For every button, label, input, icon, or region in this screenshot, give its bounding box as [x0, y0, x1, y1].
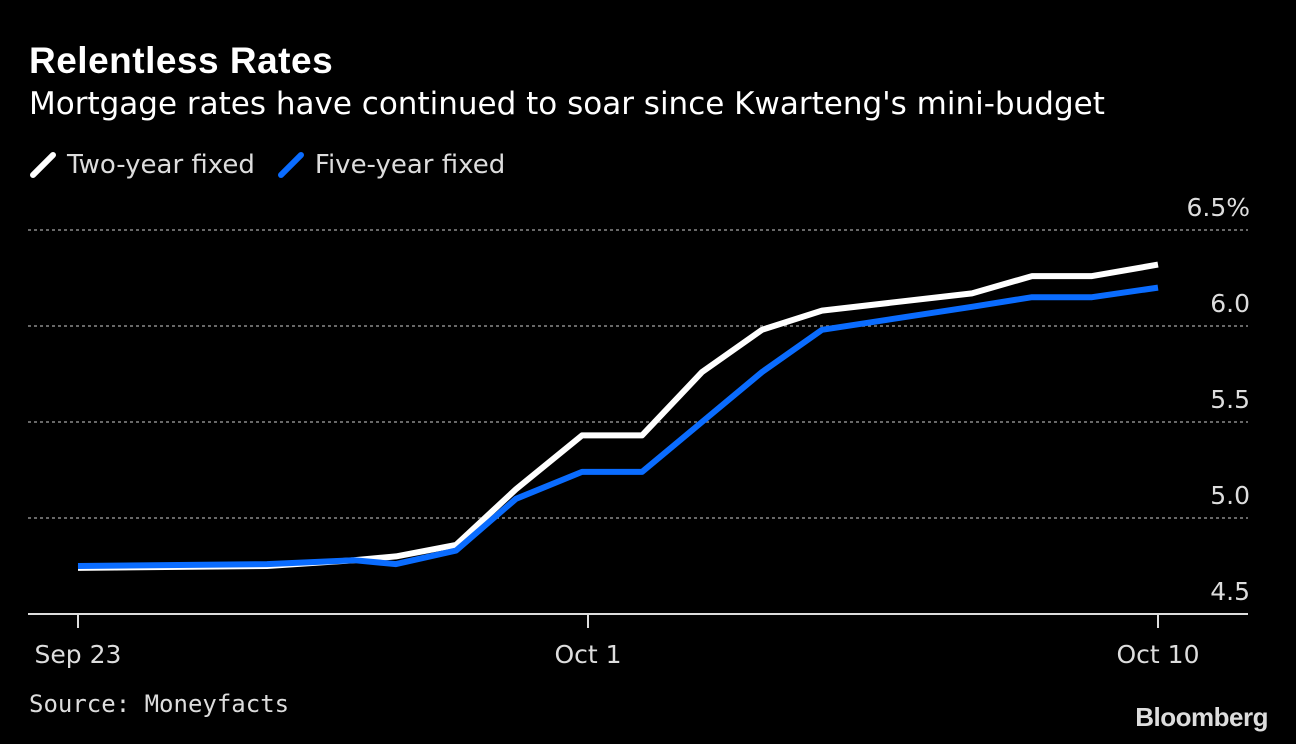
y-tick-label: 6.0 — [1210, 289, 1250, 318]
legend-label-two-year: Two-year fixed — [67, 150, 255, 180]
legend: Two-year fixed Five-year fixed — [29, 150, 527, 180]
y-tick-label: 5.5 — [1210, 385, 1250, 414]
x-tick-label: Oct 10 — [1117, 640, 1200, 669]
legend-swatch-two-year — [30, 152, 56, 178]
source-note: Source: Moneyfacts — [29, 690, 290, 718]
x-tick-label: Sep 23 — [35, 640, 122, 669]
y-tick-label: 5.0 — [1210, 481, 1250, 510]
bloomberg-logo: Bloomberg — [1135, 702, 1268, 732]
series-line-two-year — [77, 261, 1159, 571]
legend-label-five-year: Five-year fixed — [314, 150, 506, 180]
legend-item-two-year: Two-year fixed — [29, 150, 255, 180]
chart-subtitle: Mortgage rates have continued to soar si… — [29, 86, 1105, 122]
x-tick-label: Oct 1 — [554, 640, 621, 669]
legend-swatch-five-year — [277, 152, 304, 178]
legend-item-five-year: Five-year fixed — [277, 150, 505, 180]
y-tick-label: 4.5 — [1210, 577, 1250, 606]
y-tick-label: 6.5% — [1186, 193, 1250, 222]
series-line-five-year — [77, 284, 1159, 569]
chart-title: Relentless Rates — [29, 40, 334, 81]
